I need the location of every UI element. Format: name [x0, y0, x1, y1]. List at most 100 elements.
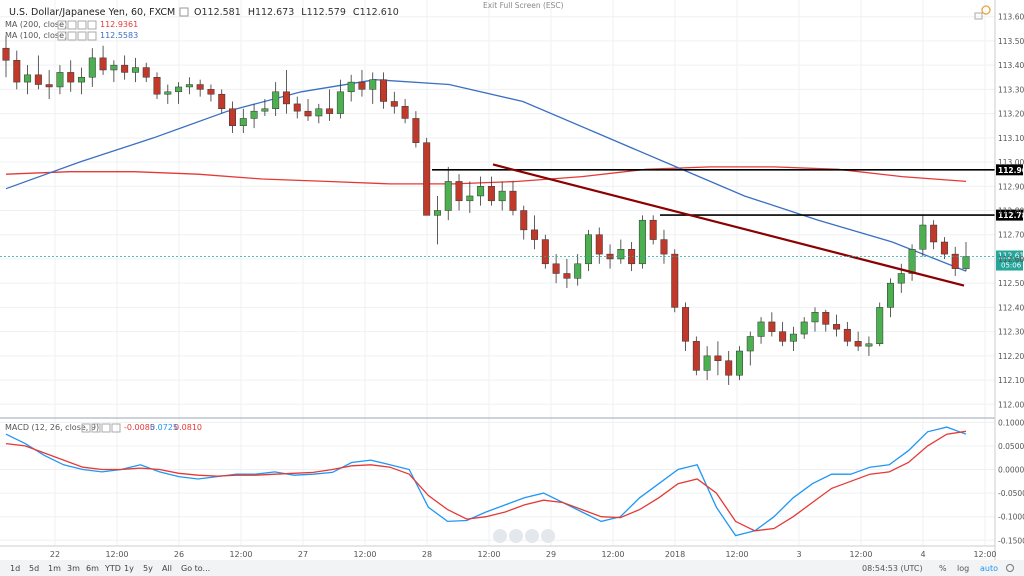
candle[interactable] [380, 72, 388, 109]
annotations[interactable]: 112.968 112.781 112.61005:06 [0, 163, 1024, 287]
candle[interactable] [843, 321, 851, 347]
candle[interactable] [175, 82, 183, 104]
candle[interactable] [153, 72, 161, 100]
candle[interactable] [660, 229, 668, 264]
candle[interactable] [218, 89, 226, 114]
candle[interactable] [595, 227, 603, 264]
candle[interactable] [13, 50, 21, 90]
candle[interactable] [347, 74, 355, 102]
candle[interactable] [940, 237, 948, 259]
auto-toggle[interactable]: auto [980, 564, 998, 573]
trendline[interactable] [492, 163, 965, 287]
candle[interactable] [433, 195, 441, 245]
candle[interactable] [336, 79, 344, 119]
range-button[interactable]: All [162, 564, 172, 573]
zoom-in-button[interactable] [509, 529, 523, 543]
candle[interactable] [887, 278, 894, 318]
candle[interactable] [164, 84, 172, 104]
top-right-icons[interactable] [974, 5, 991, 20]
settings-gear-icon[interactable] [1006, 564, 1014, 572]
exit-fullscreen-link[interactable]: Exit Full Screen (ESC) [483, 1, 564, 10]
candle[interactable] [617, 239, 625, 264]
candle[interactable] [865, 336, 873, 356]
candle[interactable] [304, 99, 312, 121]
candle[interactable] [78, 67, 85, 95]
range-button[interactable]: 1y [124, 564, 134, 573]
candle[interactable] [531, 215, 539, 250]
candle[interactable] [757, 317, 765, 344]
candle[interactable] [272, 82, 280, 117]
candle[interactable] [229, 101, 237, 133]
range-button[interactable]: YTD [104, 564, 121, 573]
candle[interactable] [638, 215, 646, 269]
candle[interactable] [326, 89, 334, 121]
candle[interactable] [315, 103, 323, 124]
candle[interactable] [563, 258, 571, 289]
range-buttons[interactable]: 1d 5d 1m 3m 6m YTD 1y 5y All Go to... [10, 564, 210, 573]
candle[interactable] [725, 351, 733, 385]
candle[interactable] [854, 331, 862, 352]
candle[interactable] [196, 79, 204, 97]
candle[interactable] [239, 108, 247, 133]
range-button[interactable]: Go to... [181, 564, 210, 573]
candle[interactable] [574, 254, 582, 286]
candle[interactable] [358, 69, 366, 97]
candle[interactable] [423, 137, 431, 216]
range-button[interactable]: 3m [67, 564, 80, 573]
eye-icon[interactable] [179, 7, 189, 17]
macd-tools[interactable] [81, 423, 121, 433]
candle[interactable] [876, 302, 884, 347]
candle[interactable] [2, 36, 10, 78]
candle[interactable] [789, 326, 797, 352]
candle[interactable] [833, 314, 841, 337]
candle[interactable] [768, 312, 776, 337]
candle[interactable] [800, 317, 808, 339]
candle[interactable] [99, 45, 107, 75]
candle[interactable] [45, 69, 53, 100]
candle[interactable] [487, 176, 495, 206]
candle[interactable] [671, 249, 679, 313]
candle[interactable] [401, 99, 409, 124]
candle[interactable] [34, 55, 42, 90]
alert-clock-icon[interactable] [981, 5, 991, 15]
candle[interactable] [207, 84, 215, 102]
candle[interactable] [951, 246, 959, 276]
candle[interactable] [282, 69, 290, 114]
screenshot-icon[interactable] [974, 12, 983, 20]
candle[interactable] [714, 341, 722, 376]
candle[interactable] [908, 244, 916, 281]
candle[interactable] [682, 302, 690, 352]
candle[interactable] [779, 321, 787, 347]
range-button[interactable]: 1m [48, 564, 61, 573]
range-button[interactable]: 6m [86, 564, 99, 573]
candle[interactable] [584, 229, 592, 272]
candle[interactable] [131, 57, 139, 83]
range-button[interactable]: 1d [10, 564, 20, 573]
candle[interactable] [24, 65, 32, 95]
ma200-tools[interactable] [57, 20, 97, 30]
candle[interactable] [930, 220, 938, 250]
percent-toggle[interactable]: % [939, 564, 947, 573]
log-toggle[interactable]: log [957, 564, 969, 573]
candle[interactable] [142, 62, 150, 83]
candle[interactable] [56, 65, 64, 95]
candle[interactable] [455, 174, 463, 211]
candle[interactable] [477, 176, 485, 206]
candle[interactable] [293, 96, 301, 119]
candle[interactable] [746, 331, 754, 366]
candle[interactable] [541, 234, 549, 269]
candle[interactable] [444, 166, 452, 221]
candle[interactable] [498, 181, 506, 211]
candle[interactable] [67, 60, 75, 92]
ma100-tools[interactable] [57, 31, 97, 41]
scroll-right-button[interactable] [541, 529, 555, 543]
candle[interactable] [185, 77, 193, 95]
candle[interactable] [552, 254, 560, 284]
candle[interactable] [649, 215, 657, 245]
candle[interactable] [822, 309, 830, 332]
candle[interactable] [735, 346, 743, 381]
candle[interactable] [520, 205, 528, 240]
candle[interactable] [811, 307, 819, 332]
candle[interactable] [261, 99, 269, 117]
zoom-out-button[interactable] [493, 529, 507, 543]
